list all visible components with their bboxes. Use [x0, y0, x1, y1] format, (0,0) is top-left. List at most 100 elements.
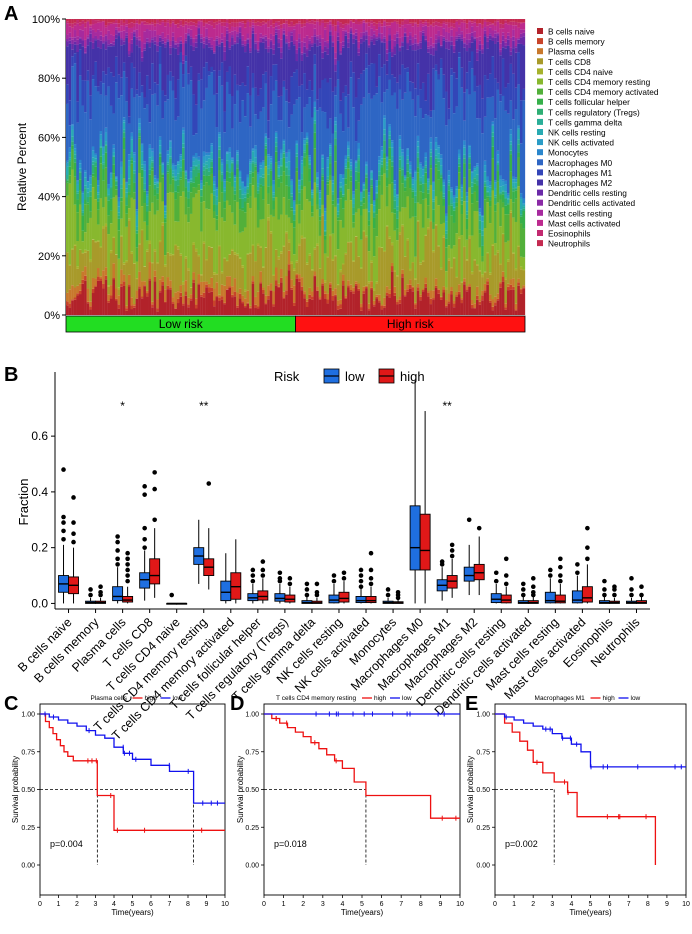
panel-a-bar-segment — [398, 296, 402, 300]
panel-a-bar-segment — [114, 20, 118, 24]
panel-a-bar-segment — [102, 71, 105, 84]
panel-a-bar-segment — [236, 305, 239, 308]
panel-a-bar-segment — [94, 162, 98, 167]
panel-a-bar-segment — [439, 297, 443, 300]
panel-a-bar-segment — [512, 19, 515, 22]
panel-a-bar-segment — [233, 291, 237, 297]
panel-a-bar-segment — [442, 289, 446, 293]
panel-a-bar-segment — [73, 19, 77, 23]
panel-a-bar-segment — [403, 176, 407, 178]
panel-a-bar-segment — [359, 37, 363, 39]
panel-b-outlier-low — [169, 592, 175, 598]
panel-a-bar-segment — [269, 158, 273, 162]
panel-a-bar-segment — [280, 277, 283, 283]
panel-a-bar-segment — [274, 32, 278, 35]
panel-a-bar-segment — [205, 155, 208, 162]
panel-a-bar-segment — [272, 49, 276, 55]
panel-a-bar-segment — [66, 162, 69, 167]
panel-a-bar-segment — [457, 27, 461, 35]
panel-a-bar-segment — [228, 29, 232, 33]
panel-a-bar-segment — [251, 87, 255, 149]
panel-a-bar-segment — [153, 175, 157, 179]
panel-d-x-tick-label: 3 — [321, 901, 325, 908]
panel-a-bar-segment — [455, 197, 459, 203]
panel-a-bar-segment — [256, 190, 260, 194]
panel-a-bar-segment — [200, 294, 203, 297]
panel-a-bar-segment — [354, 236, 358, 282]
panel-b-outlier-high — [287, 581, 293, 587]
panel-a-bar-segment — [223, 192, 227, 202]
panel-a-bar-segment — [166, 277, 170, 286]
panel-a-bar-segment — [349, 33, 353, 62]
panel-a-bar-segment — [127, 42, 131, 52]
panel-a-bar-segment — [432, 228, 435, 251]
panel-b-outlier-low — [142, 484, 147, 489]
panel-a-bar-segment — [264, 136, 268, 138]
panel-a-bar-segment — [233, 181, 237, 188]
panel-a-bar-segment — [383, 38, 386, 43]
panel-a-legend-label: Eosinophils — [548, 229, 590, 239]
panel-a-bar-segment — [390, 182, 394, 213]
panel-a-bar-segment — [372, 306, 376, 315]
panel-a-bar-segment — [148, 89, 152, 123]
panel-a-bar-segment — [184, 256, 188, 259]
panel-a-bar-segment — [254, 197, 257, 262]
panel-a-bar-segment — [308, 38, 312, 41]
panel-a-bar-segment — [398, 37, 402, 47]
panel-a-bar-segment — [401, 149, 404, 153]
panel-a-bar-segment — [496, 162, 500, 166]
panel-a-bar-segment — [94, 86, 98, 154]
panel-a-bar-segment — [189, 287, 193, 288]
panel-a-bar-segment — [406, 159, 410, 164]
panel-a-bar-segment — [256, 19, 260, 22]
panel-a-bar-segment — [223, 46, 227, 52]
panel-a-bar-segment — [321, 52, 325, 59]
panel-a-bar-segment — [326, 157, 330, 160]
panel-a-bar-segment — [109, 43, 113, 47]
panel-a-bar-segment — [215, 38, 219, 41]
panel-a-bar-segment — [365, 31, 368, 36]
panel-a-bar-segment — [238, 293, 242, 299]
panel-b-legend-title: Risk — [274, 369, 300, 384]
panel-a-bar-segment — [295, 69, 299, 100]
panel-a-bar-segment — [486, 48, 490, 80]
panel-a-bar-segment — [94, 39, 98, 41]
panel-a-bar-segment — [153, 26, 157, 31]
panel-a-bar-segment — [393, 20, 397, 22]
panel-a-bar-segment — [215, 205, 219, 216]
panel-a-bar-segment — [187, 73, 190, 85]
panel-b-outlier-high — [530, 576, 536, 581]
panel-a-bar-segment — [145, 194, 149, 197]
panel-a-bar-segment — [182, 303, 185, 306]
panel-a-bar-segment — [347, 94, 350, 128]
panel-a-bar-segment — [109, 210, 113, 224]
panel-a-bar-segment — [272, 44, 276, 50]
panel-a-bar-segment — [383, 173, 386, 251]
panel-a-bar-segment — [66, 182, 69, 196]
panel-a-bar-segment — [290, 263, 294, 280]
panel-b-outlier-high — [71, 495, 76, 500]
panel-b-outlier-low — [520, 581, 526, 587]
panel-a-bar-segment — [220, 174, 224, 182]
panel-a-bar-segment — [225, 152, 229, 154]
panel-a-bar-segment — [506, 22, 510, 25]
panel-a-bar-segment — [483, 272, 487, 284]
panel-a-bar-segment — [292, 24, 296, 27]
panel-a-bar-segment — [336, 203, 340, 205]
panel-a-bar-segment — [300, 160, 304, 164]
panel-a-bar-segment — [414, 279, 417, 303]
panel-a-bar-segment — [468, 158, 471, 164]
panel-a-bar-segment — [370, 187, 374, 205]
panel-a-bar-segment — [323, 46, 327, 52]
panel-a-bar-segment — [272, 90, 276, 181]
panel-a-bar-segment — [401, 25, 404, 37]
panel-a-bar-segment — [274, 249, 278, 268]
panel-a-bar-segment — [321, 204, 325, 214]
panel-a-bar-segment — [344, 19, 348, 24]
panel-a-bar-segment — [122, 39, 126, 42]
panel-a-bar-segment — [130, 52, 134, 63]
panel-a-bar-segment — [233, 224, 237, 253]
panel-a-bar-segment — [86, 70, 90, 81]
panel-a-bar-segment — [251, 281, 255, 284]
panel-a-bar-segment — [416, 43, 420, 46]
